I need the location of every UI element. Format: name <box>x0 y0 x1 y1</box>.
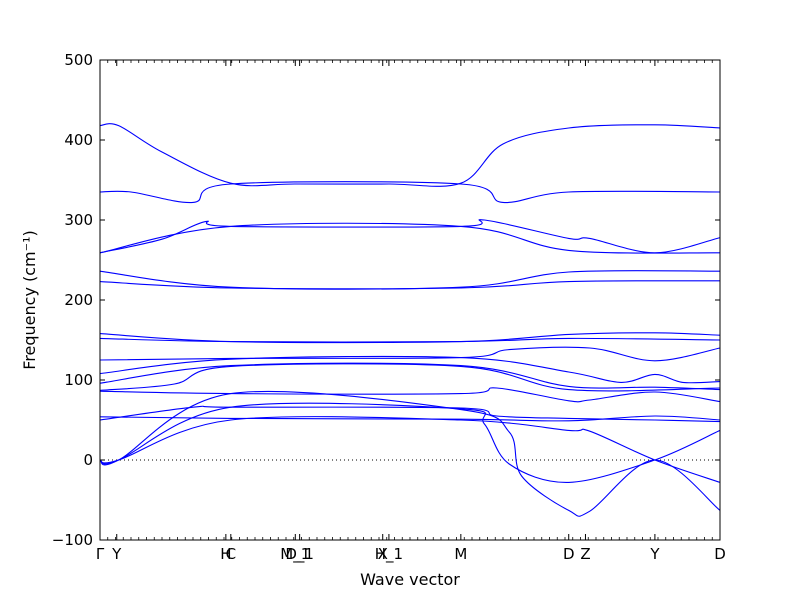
band-line-2 <box>99 181 721 204</box>
band-line-3 <box>99 219 721 254</box>
band-line-6 <box>99 280 721 290</box>
x-tick-label: C <box>226 545 236 563</box>
x-tick-label: X <box>378 545 388 563</box>
band-line-1 <box>99 123 721 187</box>
x-tick-label: H <box>220 545 231 563</box>
band-line-14 <box>99 415 721 422</box>
y-tick-label: 400 <box>64 131 93 149</box>
x-tick-label: M <box>454 545 467 563</box>
band-line-17 <box>99 402 721 483</box>
band-line-4 <box>99 222 721 254</box>
x-tick-label: M_1 <box>280 545 310 564</box>
y-tick-label: 200 <box>64 291 93 309</box>
x-tick-label: Y <box>111 545 122 563</box>
band-line-11 <box>99 362 721 391</box>
y-tick-label: 100 <box>64 371 93 389</box>
x-tick-label: Z <box>580 545 590 563</box>
y-axis-label: Frequency (cm⁻¹) <box>20 230 39 369</box>
band-line-9 <box>99 346 721 362</box>
band-line-15 <box>99 405 721 423</box>
y-tick-label: −100 <box>52 531 93 549</box>
x-tick-label: H_1 <box>375 545 403 564</box>
y-tick-label: 300 <box>64 211 93 229</box>
y-tick-label: 500 <box>64 51 93 69</box>
band-line-18 <box>99 390 721 517</box>
x-tick-label: D <box>563 545 575 563</box>
x-axis-ticks: Γ Y HC M_1D_1 XH_1 M D Z Y D <box>96 60 726 564</box>
y-tick-label: 0 <box>83 451 93 469</box>
x-tick-label: Y <box>649 545 660 563</box>
band-series-layer <box>99 123 721 517</box>
band-line-16 <box>99 416 721 483</box>
y-axis-ticks: −100 0 100 200 300 400 500 <box>52 51 720 549</box>
x-tick-label: Γ <box>96 545 105 563</box>
band-line-10 <box>99 355 721 384</box>
band-line-8 <box>99 337 721 343</box>
band-line-12 <box>99 363 721 392</box>
x-tick-label: D <box>714 545 726 563</box>
x-axis-label: Wave vector <box>360 570 460 589</box>
x-tick-label: D_1 <box>285 545 314 564</box>
